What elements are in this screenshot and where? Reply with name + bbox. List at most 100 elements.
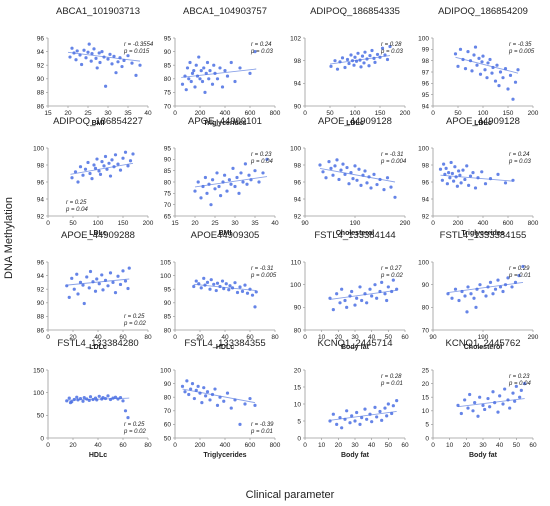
data-point xyxy=(91,280,95,284)
x-tick-label: 0 xyxy=(46,334,50,341)
panel-title: ABCA1_104903757 xyxy=(183,6,267,17)
data-point xyxy=(219,194,223,198)
x-tick-label: 0 xyxy=(46,442,50,449)
data-point xyxy=(457,298,461,303)
data-point xyxy=(503,387,507,391)
x-tick-label: 0 xyxy=(173,110,177,117)
x-tick-label: 800 xyxy=(528,220,539,227)
y-tick-label: 80 xyxy=(164,327,172,334)
data-point xyxy=(518,395,522,399)
data-point xyxy=(370,294,374,298)
stat-annotation: r = 0.27 xyxy=(381,266,402,272)
x-tick-label: 150 xyxy=(375,110,386,117)
data-point xyxy=(205,191,209,195)
data-point xyxy=(92,163,96,167)
data-point xyxy=(498,394,502,398)
data-point xyxy=(128,159,133,163)
x-tick-label: 20 xyxy=(335,334,343,341)
data-point xyxy=(506,398,510,402)
data-point xyxy=(460,289,464,294)
data-point xyxy=(81,399,85,403)
y-tick-label: 90 xyxy=(164,49,172,56)
data-point xyxy=(205,60,210,65)
x-tick-label: 600 xyxy=(245,110,256,117)
data-point xyxy=(380,46,385,50)
x-tick-label: 50 xyxy=(385,334,393,341)
data-point xyxy=(93,289,98,293)
data-point xyxy=(461,168,465,172)
y-tick-label: 50 xyxy=(164,435,172,442)
data-point xyxy=(447,171,451,175)
x-tick-label: 30 xyxy=(351,334,359,341)
data-point xyxy=(357,167,361,171)
data-point xyxy=(123,409,128,413)
data-point xyxy=(209,278,213,282)
data-point xyxy=(194,63,198,67)
y-tick-label: 95 xyxy=(164,35,172,42)
data-point xyxy=(375,415,379,419)
x-tick-label: 400 xyxy=(220,110,231,117)
stat-annotation: p = 0.03 xyxy=(380,49,404,55)
y-tick-label: 96 xyxy=(37,179,45,186)
y-tick-label: 94 xyxy=(294,81,302,88)
data-point xyxy=(484,294,488,298)
data-point xyxy=(67,396,71,400)
stat-annotation: r = 0.25 xyxy=(124,314,145,320)
data-point xyxy=(203,283,207,287)
data-point xyxy=(103,154,108,159)
y-tick-label: 97 xyxy=(422,69,430,76)
stat-annotation: r = 0.23 xyxy=(509,374,530,380)
data-point xyxy=(386,402,390,406)
y-tick-label: 86 xyxy=(37,103,45,110)
data-point xyxy=(70,276,74,280)
trend-line xyxy=(181,68,257,78)
y-tick-label: 98 xyxy=(294,58,302,65)
data-point xyxy=(343,298,347,303)
data-point xyxy=(231,166,235,170)
data-point xyxy=(350,289,354,294)
stat-annotation: r = -0.31 xyxy=(251,266,274,272)
stat-annotation: p = 0.03 xyxy=(508,159,532,165)
stat-annotation: r = 0.28 xyxy=(381,374,402,380)
x-tick-label: 200 xyxy=(453,220,464,227)
data-point xyxy=(375,296,379,300)
data-point xyxy=(239,171,243,175)
y-tick-label: 96 xyxy=(37,259,45,266)
data-point xyxy=(227,178,231,182)
data-point xyxy=(478,395,482,399)
data-point xyxy=(513,80,518,84)
data-point xyxy=(352,63,356,67)
data-point xyxy=(224,282,228,286)
data-point xyxy=(483,68,487,72)
x-tick-label: 10 xyxy=(446,442,454,449)
x-tick-label: 50 xyxy=(513,442,521,449)
data-point xyxy=(456,64,460,68)
data-point xyxy=(210,82,215,86)
stat-annotation: p = 0.01 xyxy=(508,273,531,279)
y-tick-label: 100 xyxy=(290,145,301,152)
data-point xyxy=(446,292,450,296)
data-point xyxy=(445,182,449,186)
data-point xyxy=(359,183,363,187)
scatter-panel: ADIPOQ_186854209 94 95 96 97 98 99 100 0 50 100 150… xyxy=(418,6,539,127)
x-tick-label: 50 xyxy=(454,110,462,117)
data-point xyxy=(465,164,469,168)
y-tick-label: 105 xyxy=(160,259,171,266)
panel-title: APOE_44909128 xyxy=(318,116,392,127)
data-point xyxy=(101,288,105,292)
x-tick-label: 290 xyxy=(400,220,411,227)
data-point xyxy=(370,420,374,424)
data-point xyxy=(343,417,347,421)
data-point xyxy=(338,301,342,305)
data-point xyxy=(118,396,123,400)
x-axis-label: Cholesterol xyxy=(464,344,503,351)
data-point xyxy=(496,278,500,282)
y-tick-label: 110 xyxy=(291,259,302,266)
data-point xyxy=(521,264,525,269)
x-tick-label: 60 xyxy=(401,442,409,449)
data-point xyxy=(180,384,185,388)
x-tick-label: 800 xyxy=(270,442,281,449)
x-tick-label: 20 xyxy=(463,442,471,449)
x-tick-label: 200 xyxy=(143,220,154,227)
